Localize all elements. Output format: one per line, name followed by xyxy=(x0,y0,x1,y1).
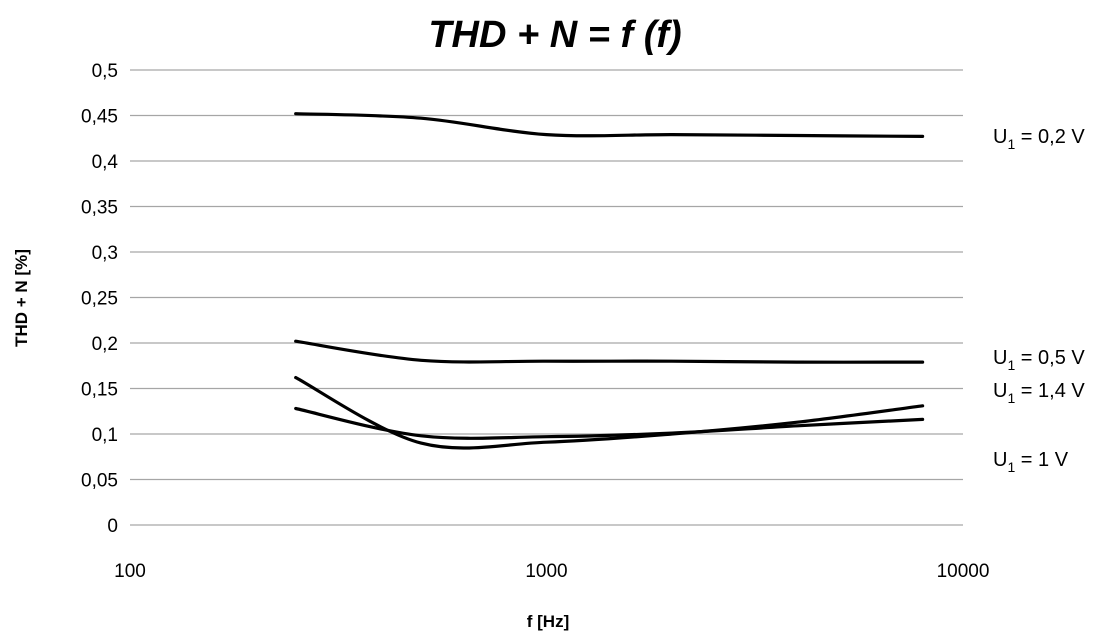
x-axis-label: f [Hz] xyxy=(527,612,569,631)
y-tick-label: 0,15 xyxy=(81,380,118,401)
series-label: U1 = 1,4 V xyxy=(993,380,1085,406)
y-tick-label: 0,25 xyxy=(81,289,118,310)
chart-title: THD + N = f (f) xyxy=(428,14,681,56)
series-label: U1 = 0,2 V xyxy=(993,126,1085,152)
y-axis-ticks: 0 0,05 0,1 0,15 0,2 0,25 0,3 0,35 0,4 0,45 0,5 xyxy=(81,61,118,537)
y-tick-label: 0,1 xyxy=(92,425,118,446)
series-label: U1 = 1 V xyxy=(993,449,1069,475)
series-label: U1 = 0,5 V xyxy=(993,347,1085,373)
x-axis-ticks: 100 1000 10000 xyxy=(114,561,989,582)
grid-lines xyxy=(130,69,963,526)
y-tick-label: 0,35 xyxy=(81,198,118,219)
x-tick-label: 100 xyxy=(114,561,146,582)
y-tick-label: 0,2 xyxy=(92,334,118,355)
x-tick-label: 1000 xyxy=(525,561,567,582)
series-labels: U1 = 0,2 V U1 = 0,5 V U1 = 1,4 V U1 = 1 V xyxy=(993,126,1085,475)
series-line xyxy=(294,406,925,440)
series-line xyxy=(294,339,925,364)
series-line xyxy=(294,376,925,450)
y-tick-label: 0,3 xyxy=(92,243,118,264)
y-axis-label: THD + N [%] xyxy=(12,249,31,347)
series-lines xyxy=(294,112,925,450)
y-tick-label: 0,4 xyxy=(92,152,119,173)
x-tick-label: 10000 xyxy=(937,561,990,582)
y-tick-label: 0 xyxy=(107,516,118,537)
y-tick-label: 0,05 xyxy=(81,471,118,492)
y-tick-label: 0,5 xyxy=(92,61,118,82)
y-tick-label: 0,45 xyxy=(81,107,118,128)
series-line xyxy=(294,112,925,138)
